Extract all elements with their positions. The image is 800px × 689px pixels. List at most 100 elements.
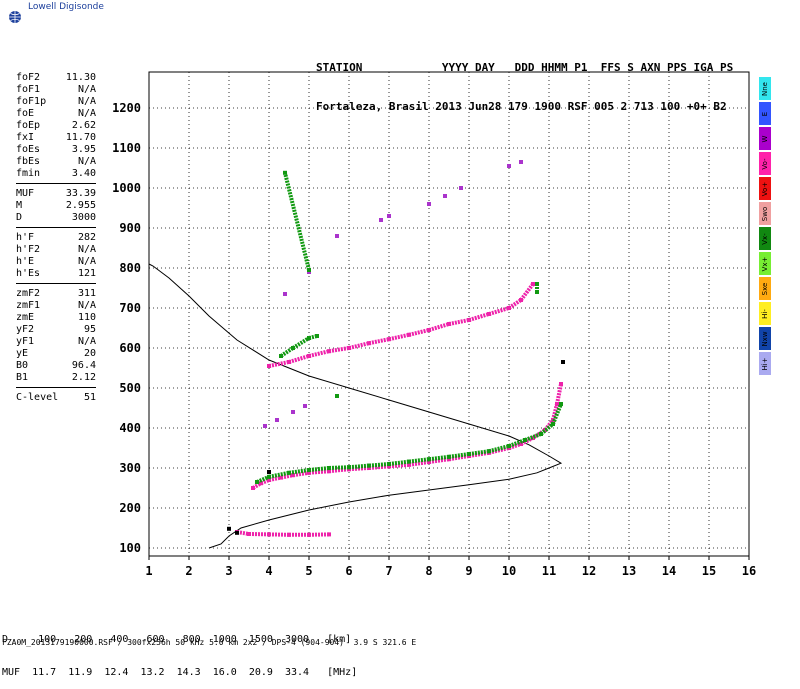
y-tick-label: 500 (119, 381, 141, 395)
legend-item: Nne (759, 77, 771, 100)
legend-item: Nxw (759, 327, 771, 350)
echo-segment (289, 356, 309, 362)
echo-point (519, 160, 523, 164)
echo-point (275, 418, 279, 422)
x-tick-label: 15 (702, 564, 716, 578)
echo-segment (521, 284, 533, 300)
y-tick-label: 400 (119, 421, 141, 435)
echo-point (335, 234, 339, 238)
legend-label: Vo+ (761, 181, 769, 195)
legend-label: Sxe (761, 282, 769, 295)
legend-label: Nxw (761, 331, 769, 346)
y-tick-label: 800 (119, 261, 141, 275)
echo-segment (429, 324, 449, 330)
legend-item: Vx+ (759, 252, 771, 275)
echo-point (387, 214, 391, 218)
echo-point (263, 424, 267, 428)
x-tick-label: 16 (742, 564, 756, 578)
legend-item: W (759, 127, 771, 150)
echo-segment (489, 308, 509, 314)
x-tick-label: 11 (542, 564, 556, 578)
x-tick-label: 5 (305, 564, 312, 578)
echo-segment (469, 451, 489, 454)
echo-segment (389, 335, 409, 339)
legend-item: Hi- (759, 302, 771, 325)
plot-frame (149, 72, 749, 556)
legend-item: Vx- (759, 227, 771, 250)
polarization-legend: Nne E W Vo- Vo+ Swo Vx- Vx+ Sxe Hi- Nxw Hi+ (759, 77, 771, 377)
echo-point (303, 404, 307, 408)
muf-value-row: MUF 11.7 11.9 12.4 13.2 14.3 16.0 20.9 3… (2, 667, 357, 678)
echo-point (291, 410, 295, 414)
x-tick-label: 1 (145, 564, 152, 578)
y-tick-label: 100 (119, 541, 141, 555)
echo-point (459, 186, 463, 190)
y-tick-label: 700 (119, 301, 141, 315)
x-tick-label: 7 (385, 564, 392, 578)
x-tick-label: 9 (465, 564, 472, 578)
legend-label: Hi+ (761, 357, 769, 370)
echo-segment (449, 454, 469, 457)
legend-label: W (761, 135, 769, 142)
echo-segment (369, 339, 389, 343)
muf-table: D 100 200 400 600 800 1000 1500 3000 [km… (2, 612, 357, 689)
y-tick-label: 1100 (112, 141, 141, 155)
echo-segment (329, 348, 349, 351)
y-tick-label: 900 (119, 221, 141, 235)
echo-segment (285, 173, 309, 270)
legend-item: Swo (759, 202, 771, 225)
y-tick-label: 1200 (112, 101, 141, 115)
echo-segment (349, 466, 369, 468)
x-tick-label: 4 (265, 564, 272, 578)
echo-point (227, 527, 231, 531)
legend-label: Nne (761, 82, 769, 96)
echo-segment (269, 362, 289, 366)
x-tick-label: 8 (425, 564, 432, 578)
echo-point (531, 282, 535, 286)
legend-label: Vx- (761, 233, 769, 244)
y-tick-label: 300 (119, 461, 141, 475)
echo-segment (409, 330, 429, 335)
echo-segment (269, 473, 289, 477)
echo-segment (409, 459, 429, 461)
x-tick-label: 12 (582, 564, 596, 578)
x-tick-label: 10 (502, 564, 516, 578)
echo-segment (349, 343, 369, 348)
echo-point (327, 532, 331, 536)
legend-label: Swo (761, 206, 769, 220)
echo-point (267, 470, 271, 474)
echo-point (335, 394, 339, 398)
echo-segment (389, 465, 409, 467)
legend-item: Vo+ (759, 177, 771, 200)
echo-point (379, 218, 383, 222)
legend-item: E (759, 102, 771, 125)
x-tick-label: 13 (622, 564, 636, 578)
echo-segment (309, 351, 329, 356)
echo-point (315, 334, 319, 338)
echo-segment (489, 446, 509, 451)
echo-point (559, 402, 563, 406)
y-tick-label: 600 (119, 341, 141, 355)
electron-density-profile (149, 264, 561, 548)
echo-point (283, 292, 287, 296)
echo-segment (409, 462, 429, 465)
echo-point (283, 171, 287, 175)
legend-item: Hi+ (759, 352, 771, 375)
echo-point (427, 202, 431, 206)
legend-label: Vo- (761, 158, 769, 169)
legend-item: Vo- (759, 152, 771, 175)
echo-point (561, 360, 565, 364)
echo-segment (449, 320, 469, 324)
echo-point (535, 282, 539, 286)
echo-segment (389, 462, 409, 464)
echo-segment (557, 384, 561, 404)
echo-point (443, 194, 447, 198)
legend-label: Hi- (761, 309, 769, 319)
echo-point (559, 382, 563, 386)
echo-point (507, 164, 511, 168)
legend-label: E (761, 111, 769, 115)
echo-segment (429, 457, 449, 459)
x-tick-label: 3 (225, 564, 232, 578)
x-tick-label: 6 (345, 564, 352, 578)
